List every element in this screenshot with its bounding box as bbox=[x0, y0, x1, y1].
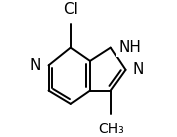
Text: N: N bbox=[133, 62, 144, 77]
Text: CH₃: CH₃ bbox=[98, 122, 124, 136]
Text: NH: NH bbox=[118, 40, 141, 55]
Text: Cl: Cl bbox=[63, 2, 78, 16]
Text: N: N bbox=[30, 58, 41, 73]
